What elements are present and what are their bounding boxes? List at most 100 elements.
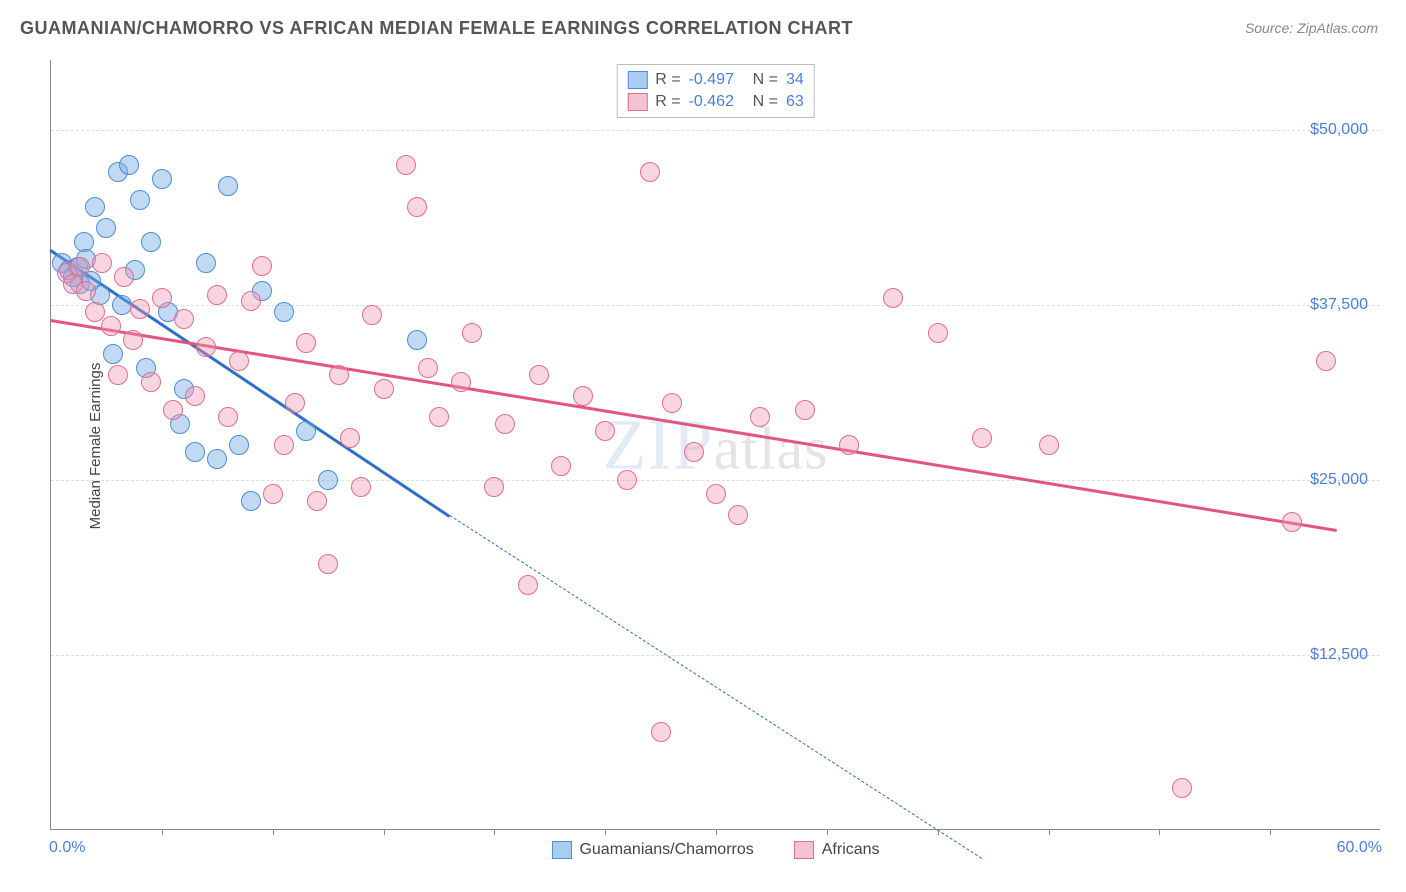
data-point [573,386,593,406]
y-tick-label: $50,000 [1310,121,1368,139]
gridline-h [51,655,1380,656]
data-point [839,435,859,455]
data-point [229,435,249,455]
x-tick [1270,829,1271,835]
data-point [119,155,139,175]
data-point [617,470,637,490]
legend-swatch-guamanians [551,841,571,859]
data-point [130,299,150,319]
stat-n-label: N = [753,93,778,111]
gridline-h [51,480,1380,481]
stat-n-label: N = [753,71,778,89]
data-point [706,484,726,504]
source-label: Source: ZipAtlas.com [1245,20,1378,36]
data-point [218,407,238,427]
data-point [351,477,371,497]
data-point [103,344,123,364]
data-point [462,323,482,343]
data-point [152,169,172,189]
data-point [174,309,194,329]
data-point [728,505,748,525]
data-point [123,330,143,350]
y-tick-label: $37,500 [1310,296,1368,314]
data-point [108,365,128,385]
data-point [70,257,90,277]
data-point [374,379,394,399]
data-point [241,491,261,511]
data-point [407,197,427,217]
data-point [795,400,815,420]
data-point [163,400,183,420]
y-tick-label: $12,500 [1310,646,1368,664]
data-point [1282,512,1302,532]
data-point [407,330,427,350]
swatch-africans [627,93,647,111]
data-point [196,253,216,273]
data-point [96,218,116,238]
data-point [141,232,161,252]
data-point [518,575,538,595]
data-point [241,291,261,311]
stats-row-guamanians: R = -0.497 N = 34 [627,69,803,91]
data-point [1172,778,1192,798]
data-point [329,365,349,385]
data-point [551,456,571,476]
data-point [684,442,704,462]
data-point [112,295,132,315]
data-point [263,484,283,504]
x-tick [827,829,828,835]
data-point [662,393,682,413]
stat-n-value-guamanians: 34 [786,71,804,89]
data-point [152,288,172,308]
data-point [296,421,316,441]
data-point [101,316,121,336]
bottom-legend: Guamanians/Chamorros Africans [551,841,879,859]
data-point [218,176,238,196]
x-max-label: 60.0% [1337,839,1382,857]
data-point [285,393,305,413]
x-tick [716,829,717,835]
data-point [76,281,96,301]
data-point [274,435,294,455]
x-tick [1049,829,1050,835]
data-point [396,155,416,175]
stat-r-value-africans: -0.462 [689,93,745,111]
x-origin-label: 0.0% [49,839,85,857]
data-point [595,421,615,441]
x-tick [273,829,274,835]
x-tick [494,829,495,835]
data-point [92,253,112,273]
data-point [318,470,338,490]
data-point [307,491,327,511]
x-tick [1159,829,1160,835]
data-point [185,442,205,462]
x-tick [605,829,606,835]
y-tick-label: $25,000 [1310,471,1368,489]
data-point [484,477,504,497]
data-point [928,323,948,343]
data-point [196,337,216,357]
data-point [185,386,205,406]
data-point [274,302,294,322]
data-point [141,372,161,392]
data-point [495,414,515,434]
data-point [229,351,249,371]
watermark-atlas: atlas [714,415,829,481]
legend-item-africans: Africans [794,841,880,859]
x-tick [162,829,163,835]
data-point [651,722,671,742]
data-point [429,407,449,427]
data-point [85,197,105,217]
data-point [418,358,438,378]
data-point [340,428,360,448]
legend-label-guamanians: Guamanians/Chamorros [579,841,753,859]
data-point [640,162,660,182]
legend-swatch-africans [794,841,814,859]
chart-title: GUAMANIAN/CHAMORRO VS AFRICAN MEDIAN FEM… [20,18,853,39]
stat-r-label: R = [655,71,680,89]
data-point [130,190,150,210]
data-point [362,305,382,325]
data-point [972,428,992,448]
data-point [296,333,316,353]
data-point [252,256,272,276]
